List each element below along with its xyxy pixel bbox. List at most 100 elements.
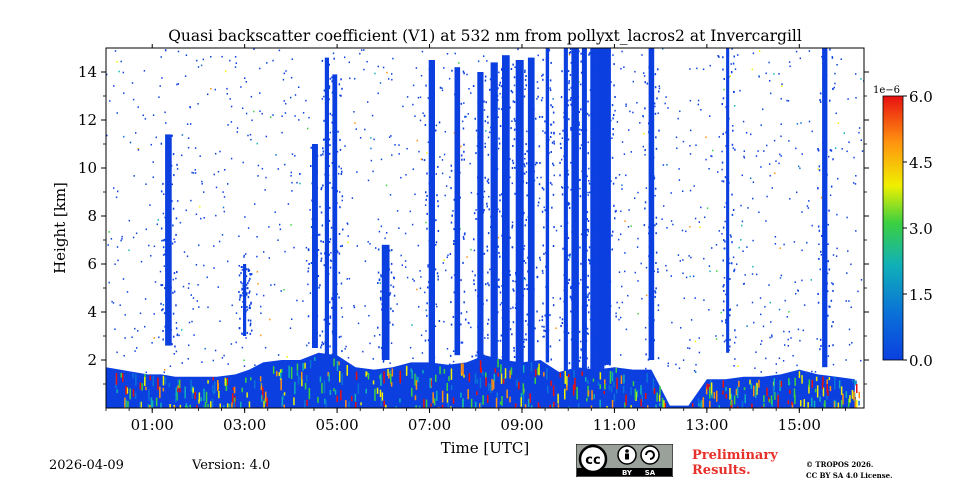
noise-speck bbox=[268, 257, 270, 259]
noise-speck bbox=[390, 284, 392, 287]
aerosol-streak bbox=[587, 379, 589, 384]
noise-speck bbox=[195, 264, 198, 266]
cloud-speck bbox=[611, 234, 613, 237]
aerosol-streak bbox=[827, 390, 829, 396]
noise-speck bbox=[114, 263, 116, 265]
cloud-speck bbox=[655, 262, 657, 264]
noise-speck bbox=[818, 243, 820, 246]
aerosol-streak bbox=[849, 395, 851, 403]
cloud-speck bbox=[528, 70, 531, 73]
noise-speck bbox=[630, 225, 632, 227]
cloud-speck bbox=[732, 209, 735, 211]
noise-speck bbox=[694, 297, 696, 299]
cloud-speck bbox=[615, 209, 617, 212]
cloud-speck bbox=[563, 331, 566, 333]
cloud-speck bbox=[644, 81, 646, 84]
cloud-speck bbox=[161, 284, 164, 287]
noise-speck bbox=[177, 200, 179, 202]
cloud-speck bbox=[168, 233, 170, 236]
noise-speck bbox=[361, 49, 363, 51]
cloud-speck bbox=[427, 339, 430, 342]
aerosol-streak bbox=[741, 401, 744, 408]
noise-speck bbox=[524, 157, 526, 160]
cloud-speck bbox=[544, 209, 546, 212]
noise-speck bbox=[799, 339, 801, 342]
noise-speck bbox=[718, 230, 720, 232]
cloud-speck bbox=[432, 350, 434, 353]
cloud-speck bbox=[430, 283, 433, 286]
noise-speck bbox=[417, 244, 419, 247]
noise-speck bbox=[373, 335, 376, 337]
cloud-speck bbox=[728, 76, 730, 78]
noise-speck bbox=[190, 294, 192, 296]
cloud-speck bbox=[586, 218, 588, 221]
noise-speck bbox=[446, 348, 449, 350]
cloud-speck bbox=[463, 301, 465, 304]
noise-speck bbox=[766, 195, 768, 198]
noise-speck bbox=[698, 337, 700, 339]
noise-speck bbox=[234, 56, 237, 58]
noise-speck bbox=[725, 293, 727, 296]
cloud-speck bbox=[726, 95, 729, 98]
noise-speck bbox=[380, 225, 383, 228]
noise-speck bbox=[238, 235, 240, 238]
noise-speck bbox=[746, 246, 748, 248]
noise-speck bbox=[618, 318, 620, 321]
noise-speck bbox=[436, 305, 438, 308]
noise-speck bbox=[240, 86, 242, 88]
noise-speck bbox=[848, 141, 850, 143]
cloud-speck bbox=[728, 117, 730, 120]
cloud-speck bbox=[524, 224, 526, 227]
cloud-speck bbox=[583, 201, 585, 204]
aerosol-streak bbox=[624, 402, 626, 408]
cloud-speck bbox=[474, 289, 477, 292]
noise-speck bbox=[780, 123, 782, 125]
cloud-speck bbox=[437, 275, 439, 278]
noise-speck bbox=[536, 98, 538, 100]
noise-speck bbox=[695, 363, 697, 366]
noise-speck bbox=[765, 72, 767, 75]
cloud-speck bbox=[819, 100, 822, 103]
cloud-speck bbox=[525, 320, 527, 322]
cloud-speck bbox=[165, 269, 167, 272]
noise-speck bbox=[260, 312, 262, 314]
cloud-speck bbox=[244, 290, 246, 293]
noise-speck bbox=[618, 238, 620, 241]
cloud-speck bbox=[591, 199, 594, 202]
cloud-speck bbox=[507, 257, 510, 260]
cloud-speck bbox=[485, 101, 487, 104]
aerosol-streak bbox=[834, 376, 836, 390]
cloud-speck bbox=[654, 73, 657, 76]
cloud-speck bbox=[513, 356, 516, 358]
aerosol-streak bbox=[233, 386, 236, 394]
noise-speck bbox=[625, 105, 627, 107]
aerosol-streak bbox=[730, 401, 732, 406]
noise-speck bbox=[284, 163, 286, 166]
y-tick-label: 12 bbox=[78, 111, 97, 129]
cloud-speck bbox=[817, 301, 820, 304]
aerosol-streak bbox=[729, 388, 731, 400]
cloud-speck bbox=[510, 127, 512, 130]
noise-speck bbox=[541, 97, 544, 99]
cloud-speck bbox=[514, 166, 516, 169]
noise-speck bbox=[620, 67, 622, 70]
noise-speck bbox=[283, 72, 285, 75]
noise-speck bbox=[780, 98, 782, 100]
noise-speck bbox=[806, 241, 808, 244]
cloud-speck bbox=[608, 151, 610, 154]
noise-speck bbox=[640, 262, 642, 265]
noise-speck bbox=[236, 131, 238, 133]
cc-license-badge[interactable]: cc BY SA bbox=[575, 443, 674, 478]
cloud-speck bbox=[438, 320, 441, 322]
cloud-speck bbox=[332, 251, 335, 254]
aerosol-streak bbox=[248, 401, 251, 408]
aerosol-streak bbox=[722, 390, 724, 395]
noise-speck bbox=[201, 183, 203, 185]
cloud-speck bbox=[333, 106, 335, 109]
x-axis: 01:00 03:00 05:00 07:00 09:00 11:00 13:00 15:00 bbox=[105, 44, 846, 434]
noise-speck bbox=[214, 88, 216, 91]
noise-speck bbox=[559, 133, 561, 135]
noise-speck bbox=[420, 158, 422, 160]
noise-speck bbox=[695, 144, 697, 146]
